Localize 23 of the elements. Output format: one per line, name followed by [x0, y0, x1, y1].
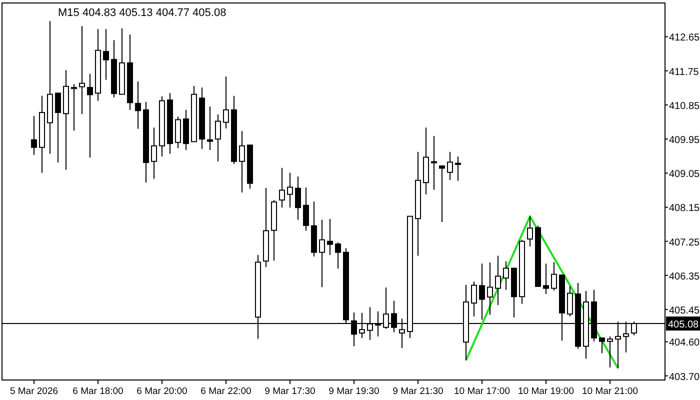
x-tick-label: 6 Mar 22:00: [200, 386, 252, 397]
y-tick-label: 411.75: [669, 66, 700, 78]
ref-line-label: 405.08: [668, 320, 700, 331]
x-tick-label: 10 Mar 17:00: [454, 386, 510, 397]
y-tick-label: 410.85: [669, 100, 700, 112]
y-tick-label: 403.70: [669, 372, 700, 383]
y-tick-label: 405.45: [669, 306, 700, 317]
y-tick-label: 404.60: [669, 338, 700, 349]
x-tick-label: 9 Mar 17:30: [264, 386, 316, 397]
x-tick-label: 10 Mar 21:00: [582, 386, 638, 397]
chart-title: M15 404.83 405.13 404.77 405.08: [58, 7, 226, 19]
x-tick-label: 10 Mar 19:00: [518, 386, 574, 397]
x-tick-label: 6 Mar 20:00: [136, 386, 188, 397]
y-tick-label: 409.95: [669, 135, 700, 146]
y-tick-label: 406.35: [669, 271, 700, 282]
x-tick-label: 5 Mar 2026: [10, 386, 58, 397]
y-tick-label: 408.15: [669, 203, 700, 214]
y-tick-label: 407.25: [669, 237, 700, 248]
y-tick-label: 409.05: [669, 169, 700, 180]
x-tick-label: 6 Mar 18:00: [72, 386, 124, 397]
x-tick-label: 9 Mar 21:30: [392, 386, 444, 397]
x-tick-label: 9 Mar 19:30: [328, 386, 380, 397]
y-tick-label: 412.65: [669, 32, 700, 44]
